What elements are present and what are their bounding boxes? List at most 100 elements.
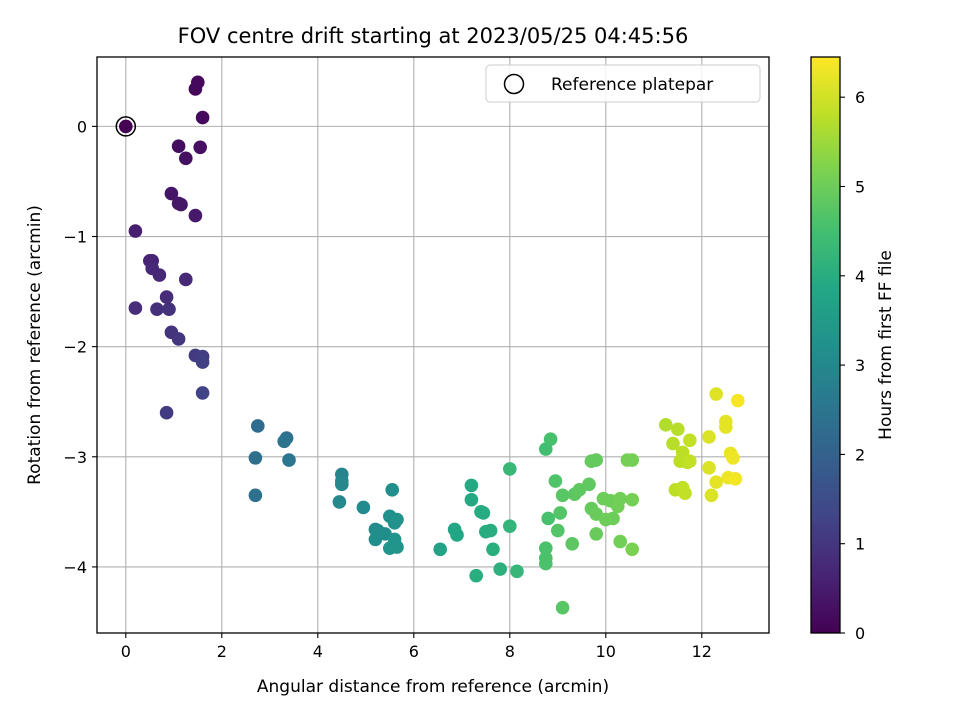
colorbar-tick-label: 2 [855,445,865,464]
data-point [683,454,697,468]
data-point [683,433,697,448]
data-point [671,422,685,437]
data-point [390,540,404,554]
data-point [248,451,263,465]
colorbar-tick-label: 3 [855,356,865,375]
x-tick-label: 10 [596,642,616,661]
data-point [171,139,186,154]
data-point [539,541,553,555]
x-tick-label: 8 [505,642,515,661]
data-point [390,512,404,527]
data-point [150,302,164,317]
data-point [128,224,143,238]
data-point [277,434,292,449]
data-point [543,432,558,446]
data-point [464,492,479,507]
data-point [174,197,188,212]
colorbar-tick-label: 0 [855,624,865,643]
y-tick-label: −1 [63,228,87,247]
data-point [704,488,719,503]
data-point [709,387,723,401]
data-point [553,506,567,520]
data-point [250,419,265,433]
data-point [625,492,639,507]
data-point [335,477,349,492]
data-point [666,436,680,451]
data-point [476,506,491,520]
data-point [188,208,203,223]
x-tick-label: 2 [217,642,227,661]
y-axis: 0 −1 −2 −3 −4 [63,117,97,577]
data-point [159,405,174,420]
colorbar-tick-label: 5 [855,177,865,196]
data-point [702,430,716,444]
data-points [115,75,745,615]
data-point [483,523,498,538]
data-point [702,460,716,475]
x-axis-title: Angular distance from reference (arcmin) [257,677,609,697]
x-axis: 0 2 4 6 8 10 12 [121,633,712,661]
colorbar-title: Hours from first FF file [876,250,896,440]
data-point [159,290,174,304]
data-point [162,302,176,317]
data-point [503,519,517,533]
data-point [548,474,563,488]
data-point [719,420,733,434]
data-point [606,511,620,526]
plot-frame [96,56,770,634]
grid-lines [97,57,769,633]
data-point [195,110,210,125]
x-tick-label: 4 [313,642,323,661]
data-point [493,562,508,576]
x-tick-label: 6 [409,642,419,661]
data-point [469,568,484,583]
data-point [171,332,186,346]
data-point [726,451,740,465]
data-point [248,488,263,503]
data-point [678,486,692,500]
y-tick-label: −4 [63,558,87,577]
colorbar-ticks: 0 1 2 3 4 5 6 [840,88,865,643]
data-point [613,534,627,549]
reference-marker [115,116,137,137]
data-point [731,393,745,408]
data-point [659,418,673,432]
legend-marker-reference [503,73,525,95]
data-point [188,82,203,96]
data-point [728,472,743,486]
data-point [541,511,555,526]
colorbar: 0 1 2 3 4 5 6 Hours from first FF file [810,56,896,643]
data-point [152,268,167,282]
data-point [589,527,603,541]
y-tick-label: 0 [77,117,87,136]
x-tick-label: 0 [121,642,131,661]
colorbar-tick-label: 6 [855,88,865,107]
legend: Reference platepar [485,64,761,103]
data-point [193,140,207,155]
data-point [385,483,400,497]
data-point [356,500,371,515]
data-point [589,453,603,467]
y-tick-label: −2 [63,338,87,357]
colorbar-tick-label: 4 [855,267,865,286]
x-tick-label: 12 [692,642,712,661]
colorbar-frame [810,56,841,634]
data-point [582,477,596,492]
y-tick-label: −3 [63,448,87,467]
data-point [555,488,570,503]
data-point [195,355,210,369]
data-point [555,600,570,615]
data-point [282,453,296,467]
data-point [709,475,723,489]
data-point [179,272,193,287]
data-point [179,151,193,166]
data-point [565,536,579,551]
data-point [539,556,553,571]
data-point [164,186,179,201]
colorbar-tick-label: 1 [855,535,865,554]
data-point [464,478,479,493]
data-point [486,542,500,557]
legend-box [485,64,761,103]
data-point [625,453,639,467]
data-point [433,542,448,557]
